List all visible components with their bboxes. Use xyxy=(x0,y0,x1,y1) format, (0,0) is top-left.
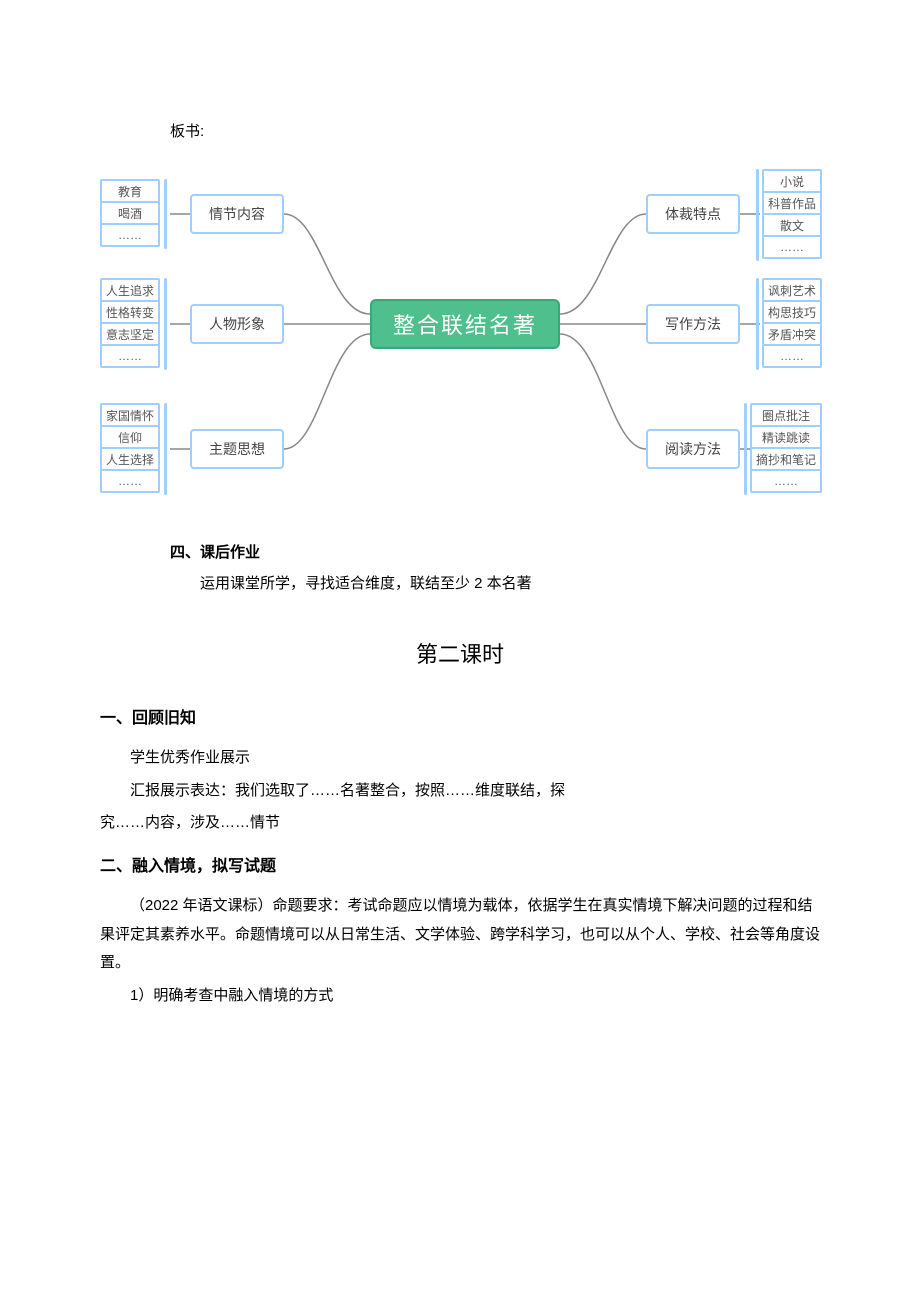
mindmap-leaf: 小说 xyxy=(762,169,822,193)
mindmap-leaf: 人生选择 xyxy=(100,447,160,471)
mindmap-branch: 写作方法 xyxy=(646,304,740,344)
section2-line1: 1）明确考查中融入情境的方式 xyxy=(100,982,820,1011)
homework-heading: 四、课后作业 xyxy=(170,539,820,568)
mindmap-diagram: 整合联结名著情节内容教育喝酒……人物形象人生追求性格转变意志坚定……主题思想家国… xyxy=(100,149,820,509)
boardwrite-label: 板书: xyxy=(170,120,820,141)
section1-line2: 汇报展示表达：我们选取了……名著整合，按照……维度联结，探 xyxy=(100,777,820,806)
mindmap-leaf-stack: 讽刺艺术构思技巧矛盾冲突…… xyxy=(762,278,822,368)
mindmap-stack-bar xyxy=(164,403,167,495)
section2-heading: 二、融入情境，拟写试题 xyxy=(100,852,820,882)
mindmap-leaf-stack: 教育喝酒…… xyxy=(100,179,160,247)
mindmap-leaf: 矛盾冲突 xyxy=(762,322,822,346)
mindmap-leaf: 人生追求 xyxy=(100,278,160,302)
mindmap-leaf: 信仰 xyxy=(100,425,160,449)
mindmap-leaf: …… xyxy=(100,344,160,368)
mindmap-center: 整合联结名著 xyxy=(370,299,560,349)
mindmap-leaf: 科普作品 xyxy=(762,191,822,215)
mindmap-leaf: 圈点批注 xyxy=(750,403,822,427)
mindmap-stack-bar xyxy=(756,278,759,370)
mindmap-leaf: 家国情怀 xyxy=(100,403,160,427)
mindmap-stack-bar xyxy=(756,169,759,261)
homework-body: 运用课堂所学，寻找适合维度，联结至少 2 本名著 xyxy=(200,570,820,599)
section1-line1: 学生优秀作业展示 xyxy=(100,744,820,773)
mindmap-leaf-stack: 人生追求性格转变意志坚定…… xyxy=(100,278,160,368)
mindmap-leaf-stack: 圈点批注精读跳读摘抄和笔记…… xyxy=(750,403,822,493)
mindmap-leaf: 构思技巧 xyxy=(762,300,822,324)
mindmap-leaf: 教育 xyxy=(100,179,160,203)
mindmap-branch: 主题思想 xyxy=(190,429,284,469)
mindmap-leaf: …… xyxy=(100,469,160,493)
lesson2-title: 第二课时 xyxy=(100,634,820,676)
section2-para1: （2022 年语文课标）命题要求：考试命题应以情境为载体，依据学生在真实情境下解… xyxy=(100,892,820,978)
mindmap-leaf: …… xyxy=(762,235,822,259)
mindmap-leaf-stack: 小说科普作品散文…… xyxy=(762,169,822,259)
mindmap-branch: 阅读方法 xyxy=(646,429,740,469)
mindmap-leaf: 意志坚定 xyxy=(100,322,160,346)
mindmap-leaf: 讽刺艺术 xyxy=(762,278,822,302)
mindmap-leaf: 喝酒 xyxy=(100,201,160,225)
mindmap-leaf: 精读跳读 xyxy=(750,425,822,449)
mindmap-branch: 人物形象 xyxy=(190,304,284,344)
mindmap-leaf: …… xyxy=(762,344,822,368)
mindmap-leaf: 散文 xyxy=(762,213,822,237)
mindmap-stack-bar xyxy=(164,179,167,249)
mindmap-branch: 情节内容 xyxy=(190,194,284,234)
section1-line3: 究……内容，涉及……情节 xyxy=(100,809,820,838)
mindmap-branch: 体裁特点 xyxy=(646,194,740,234)
mindmap-stack-bar xyxy=(164,278,167,370)
mindmap-leaf: …… xyxy=(100,223,160,247)
document-body: 四、课后作业 运用课堂所学，寻找适合维度，联结至少 2 本名著 第二课时 一、回… xyxy=(100,539,820,1010)
mindmap-leaf: 性格转变 xyxy=(100,300,160,324)
section1-heading: 一、回顾旧知 xyxy=(100,704,820,734)
mindmap-leaf-stack: 家国情怀信仰人生选择…… xyxy=(100,403,160,493)
mindmap-leaf: …… xyxy=(750,469,822,493)
mindmap-leaf: 摘抄和笔记 xyxy=(750,447,822,471)
mindmap-stack-bar xyxy=(744,403,747,495)
